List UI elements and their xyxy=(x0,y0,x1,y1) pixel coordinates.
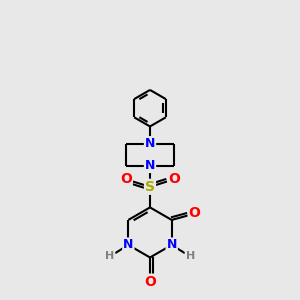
Text: O: O xyxy=(144,274,156,289)
Text: N: N xyxy=(123,238,134,251)
Text: H: H xyxy=(186,251,195,261)
Text: N: N xyxy=(167,238,177,251)
Text: N: N xyxy=(145,159,155,172)
Text: O: O xyxy=(120,172,132,186)
Text: O: O xyxy=(189,206,201,220)
Text: S: S xyxy=(145,180,155,194)
Text: H: H xyxy=(105,251,114,261)
Text: N: N xyxy=(145,137,155,150)
Text: O: O xyxy=(168,172,180,186)
